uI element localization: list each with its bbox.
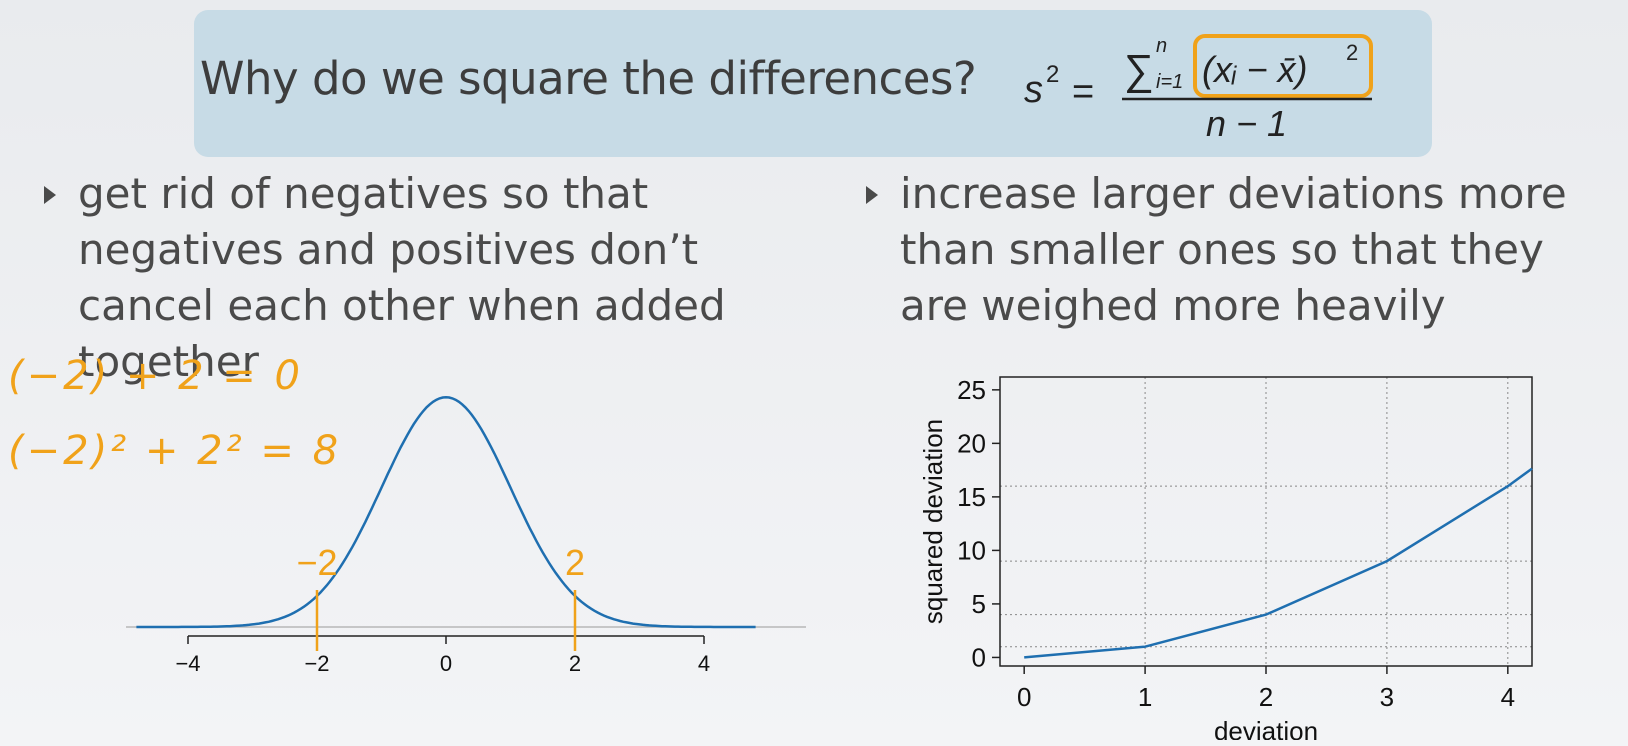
x-tick-label: 2 bbox=[569, 651, 581, 676]
x-tick-label: 3 bbox=[1380, 682, 1394, 712]
formula-lhs: s bbox=[1024, 69, 1043, 111]
y-tick-label: 20 bbox=[957, 428, 986, 458]
x-tick-label: 0 bbox=[1017, 682, 1031, 712]
x-axis-label: deviation bbox=[1214, 716, 1318, 740]
bullet-text: get rid of negatives so that negatives a… bbox=[78, 169, 726, 386]
normal-curve-chart: −4 −2 0 2 4 −2 2 bbox=[126, 395, 806, 676]
marker-label: −2 bbox=[296, 542, 337, 583]
marker-label: 2 bbox=[565, 542, 585, 583]
formula-sub: i=1 bbox=[1156, 71, 1183, 93]
bullet-text: increase larger deviations more than sma… bbox=[900, 169, 1567, 330]
bullet-marker bbox=[866, 186, 878, 204]
formula-equals: = bbox=[1072, 71, 1094, 113]
x-tick-label: 2 bbox=[1259, 682, 1273, 712]
bullet-weigh: increase larger deviations more than sma… bbox=[866, 166, 1620, 334]
handwritten-squared-sum: (−2)² + 2² = 8 bbox=[8, 428, 342, 474]
formula-term-exp: 2 bbox=[1346, 40, 1358, 65]
variance-formula: s 2 = ∑ n i=1 (xᵢ − x̄) 2 n − 1 bbox=[1024, 34, 1373, 144]
normal-curve-line bbox=[136, 395, 756, 629]
x-tick-label: 4 bbox=[698, 651, 710, 676]
y-tick-label: 5 bbox=[972, 589, 986, 619]
formula-sup: n bbox=[1156, 35, 1167, 57]
slide-title: Why do we square the differences? bbox=[200, 52, 977, 105]
formula-denominator: n − 1 bbox=[1206, 103, 1287, 144]
y-tick-label: 0 bbox=[972, 642, 986, 672]
x-tick-label: 0 bbox=[440, 651, 452, 676]
squared-deviation-chart: 0 5 10 15 20 25 0 1 2 3 4 deviation squared deviatio… bbox=[918, 375, 1533, 740]
squared-deviation-line bbox=[1024, 467, 1533, 659]
y-axis-label: squared deviation bbox=[918, 419, 948, 624]
formula-term: (xᵢ − x̄) bbox=[1202, 49, 1308, 90]
y-tick-label: 25 bbox=[957, 375, 986, 405]
formula-sigma: ∑ bbox=[1124, 46, 1154, 93]
handwritten-sum: (−2) + 2 = 0 bbox=[8, 353, 303, 399]
bullet-marker bbox=[44, 186, 56, 204]
bullet-cancel: get rid of negatives so that negatives a… bbox=[44, 166, 838, 390]
x-tick-label: 4 bbox=[1501, 682, 1515, 712]
highlight-box bbox=[1193, 34, 1373, 98]
x-tick-label: −4 bbox=[175, 651, 200, 676]
y-tick-label: 15 bbox=[957, 482, 986, 512]
x-tick-label: −2 bbox=[304, 651, 329, 676]
y-tick-label: 10 bbox=[957, 535, 986, 565]
formula-lhs-exp: 2 bbox=[1046, 61, 1059, 88]
x-tick-label: 1 bbox=[1138, 682, 1152, 712]
